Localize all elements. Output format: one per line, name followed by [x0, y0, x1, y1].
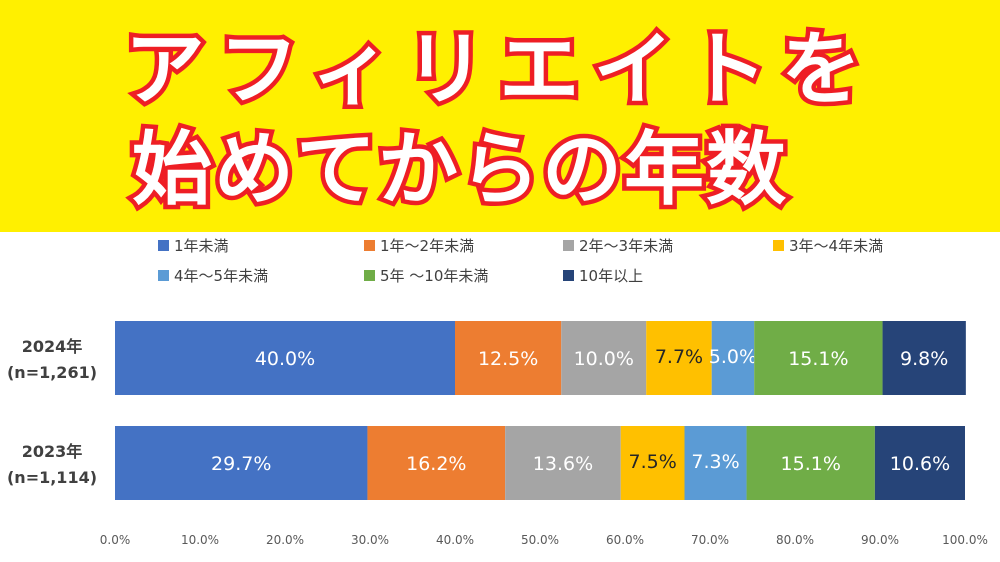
bar-segment — [561, 321, 647, 395]
legend-label: 3年～4年未満 — [789, 237, 883, 255]
data-label: 12.5% — [478, 348, 538, 370]
data-label: 9.8% — [900, 348, 948, 370]
bar-segment — [711, 321, 755, 395]
category-label: 2024年 — [22, 337, 83, 356]
data-label: 15.1% — [788, 348, 848, 370]
bar-segment — [115, 426, 368, 500]
headline-line-1: アフィリエイトを — [120, 19, 876, 121]
legend-label: 1年～2年未満 — [380, 237, 474, 255]
data-label: 29.7% — [211, 453, 271, 475]
data-label: 10.6% — [890, 453, 950, 475]
x-tick-label: 10.0% — [181, 533, 219, 547]
x-tick-label: 40.0% — [436, 533, 474, 547]
bar-segment — [620, 426, 685, 500]
bar-segment — [455, 321, 562, 395]
data-label: 7.5% — [628, 451, 676, 473]
legend-swatch — [158, 240, 169, 251]
x-tick-label: 0.0% — [100, 533, 131, 547]
x-tick-label: 100.0% — [942, 533, 988, 547]
data-label: 16.2% — [406, 453, 466, 475]
legend-label: 5年 ～10年未満 — [380, 267, 488, 285]
legend-swatch — [364, 270, 375, 281]
data-label: 10.0% — [574, 348, 634, 370]
bar-segment — [505, 426, 621, 500]
x-tick-label: 30.0% — [351, 533, 389, 547]
bar-segment — [115, 321, 455, 395]
bar-segment — [746, 426, 875, 500]
category-label: (n=1,114) — [7, 468, 97, 487]
x-tick-label: 20.0% — [266, 533, 304, 547]
data-label: 40.0% — [255, 348, 315, 370]
legend-swatch — [158, 270, 169, 281]
title-banner: アフィリエイトを 始めてからの年数 — [0, 0, 1000, 232]
x-tick-label: 50.0% — [521, 533, 559, 547]
stacked-bar-chart: 1年未満 1年～2年未満 2年～3年未満 3年～4年未満 4年～5年未満 5年 ～10年未… — [7, 237, 988, 547]
legend-swatch — [773, 240, 784, 251]
bar-segment — [882, 321, 966, 395]
bar-segment — [874, 426, 965, 500]
headline-line-2: 始めてからの年数 — [128, 119, 791, 221]
x-tick-label: 70.0% — [691, 533, 729, 547]
bar-segment — [754, 321, 883, 395]
data-label: 7.7% — [655, 346, 703, 368]
data-label: 15.1% — [781, 453, 841, 475]
bar-segment — [684, 426, 747, 500]
legend-label: 10年以上 — [579, 267, 643, 285]
legend-swatch — [563, 240, 574, 251]
bar-segment — [646, 321, 712, 395]
legend-swatch — [364, 240, 375, 251]
legend-swatch — [563, 270, 574, 281]
category-label: 2023年 — [22, 442, 83, 461]
data-label: 5.0% — [709, 346, 757, 368]
category-label: (n=1,261) — [7, 363, 97, 382]
data-label: 13.6% — [533, 453, 593, 475]
legend-label: 4年～5年未満 — [174, 267, 268, 285]
x-tick-label: 90.0% — [861, 533, 899, 547]
x-tick-label: 60.0% — [606, 533, 644, 547]
legend-label: 2年～3年未満 — [579, 237, 673, 255]
data-label: 7.3% — [691, 451, 739, 473]
bar-segment — [367, 426, 506, 500]
x-tick-label: 80.0% — [776, 533, 814, 547]
legend-label: 1年未満 — [174, 237, 229, 255]
